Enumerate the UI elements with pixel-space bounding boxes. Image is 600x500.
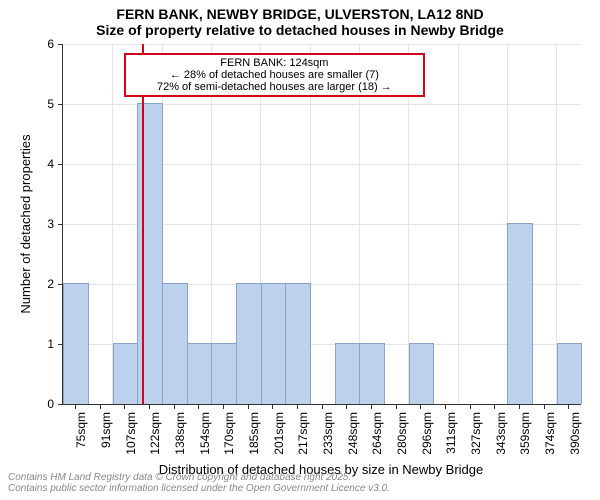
x-tick-label: 359sqm (518, 412, 532, 462)
x-tick-mark (544, 404, 545, 409)
y-tick-mark (58, 44, 63, 45)
y-tick-label: 0 (24, 397, 54, 411)
x-tick-mark (396, 404, 397, 409)
bar (409, 343, 435, 404)
x-tick-label: 296sqm (420, 412, 434, 462)
y-tick-mark (58, 224, 63, 225)
bar (557, 343, 583, 404)
callout-box: FERN BANK: 124sqm← 28% of detached house… (124, 53, 424, 97)
x-tick-mark (445, 404, 446, 409)
plot-area (62, 44, 581, 405)
bar (359, 343, 385, 404)
x-tick-label: 185sqm (247, 412, 261, 462)
x-tick-label: 201sqm (272, 412, 286, 462)
x-tick-mark (149, 404, 150, 409)
x-tick-mark (174, 404, 175, 409)
x-tick-label: 327sqm (469, 412, 483, 462)
x-tick-label: 91sqm (99, 412, 113, 462)
x-tick-mark (248, 404, 249, 409)
bar (113, 343, 139, 404)
x-tick-mark (223, 404, 224, 409)
x-tick-label: 343sqm (494, 412, 508, 462)
x-tick-mark (470, 404, 471, 409)
x-tick-label: 122sqm (148, 412, 162, 462)
grid-line-h (63, 44, 581, 45)
x-tick-label: 233sqm (321, 412, 335, 462)
bar (211, 343, 237, 404)
x-tick-mark (371, 404, 372, 409)
y-tick-label: 4 (24, 157, 54, 171)
x-tick-label: 217sqm (296, 412, 310, 462)
grid-line-v (458, 44, 459, 404)
y-tick-label: 2 (24, 277, 54, 291)
y-tick-mark (58, 344, 63, 345)
callout-line-2: ← 28% of detached houses are smaller (7) (132, 69, 416, 81)
x-tick-label: 374sqm (543, 412, 557, 462)
x-tick-mark (75, 404, 76, 409)
x-tick-mark (346, 404, 347, 409)
x-tick-label: 311sqm (444, 412, 458, 462)
x-tick-label: 248sqm (346, 412, 360, 462)
y-tick-label: 5 (24, 97, 54, 111)
x-tick-label: 138sqm (173, 412, 187, 462)
bar (507, 223, 533, 404)
marker-line (142, 44, 144, 404)
y-tick-mark (58, 104, 63, 105)
x-tick-mark (272, 404, 273, 409)
callout-line-3: 72% of semi-detached houses are larger (… (132, 81, 416, 93)
chart-container: { "title_main": "FERN BANK, NEWBY BRIDGE… (0, 0, 600, 500)
callout-line-1: FERN BANK: 124sqm (132, 57, 416, 69)
y-tick-mark (58, 404, 63, 405)
footer-line-2: Contains public sector information licen… (8, 483, 592, 494)
x-tick-mark (198, 404, 199, 409)
y-tick-label: 3 (24, 217, 54, 231)
bar (285, 283, 311, 404)
bar (236, 283, 262, 404)
footer-attribution: Contains HM Land Registry data © Crown c… (0, 470, 600, 500)
x-tick-label: 170sqm (222, 412, 236, 462)
title-sub: Size of property relative to detached ho… (0, 22, 600, 38)
y-tick-mark (58, 164, 63, 165)
x-tick-mark (297, 404, 298, 409)
bar (162, 283, 188, 404)
x-tick-mark (568, 404, 569, 409)
x-tick-label: 280sqm (395, 412, 409, 462)
y-tick-label: 1 (24, 337, 54, 351)
x-tick-label: 264sqm (370, 412, 384, 462)
footer-line-1: Contains HM Land Registry data © Crown c… (8, 472, 592, 483)
bar (335, 343, 361, 404)
x-tick-mark (519, 404, 520, 409)
x-tick-label: 154sqm (198, 412, 212, 462)
x-tick-mark (100, 404, 101, 409)
x-tick-mark (494, 404, 495, 409)
bar (261, 283, 287, 404)
x-tick-mark (322, 404, 323, 409)
y-tick-label: 6 (24, 37, 54, 51)
bar (63, 283, 89, 404)
x-tick-label: 107sqm (124, 412, 138, 462)
title-main: FERN BANK, NEWBY BRIDGE, ULVERSTON, LA12… (0, 0, 600, 22)
y-tick-mark (58, 284, 63, 285)
x-tick-label: 390sqm (568, 412, 582, 462)
x-tick-mark (124, 404, 125, 409)
x-tick-label: 75sqm (74, 412, 88, 462)
x-tick-mark (420, 404, 421, 409)
bar (187, 343, 213, 404)
